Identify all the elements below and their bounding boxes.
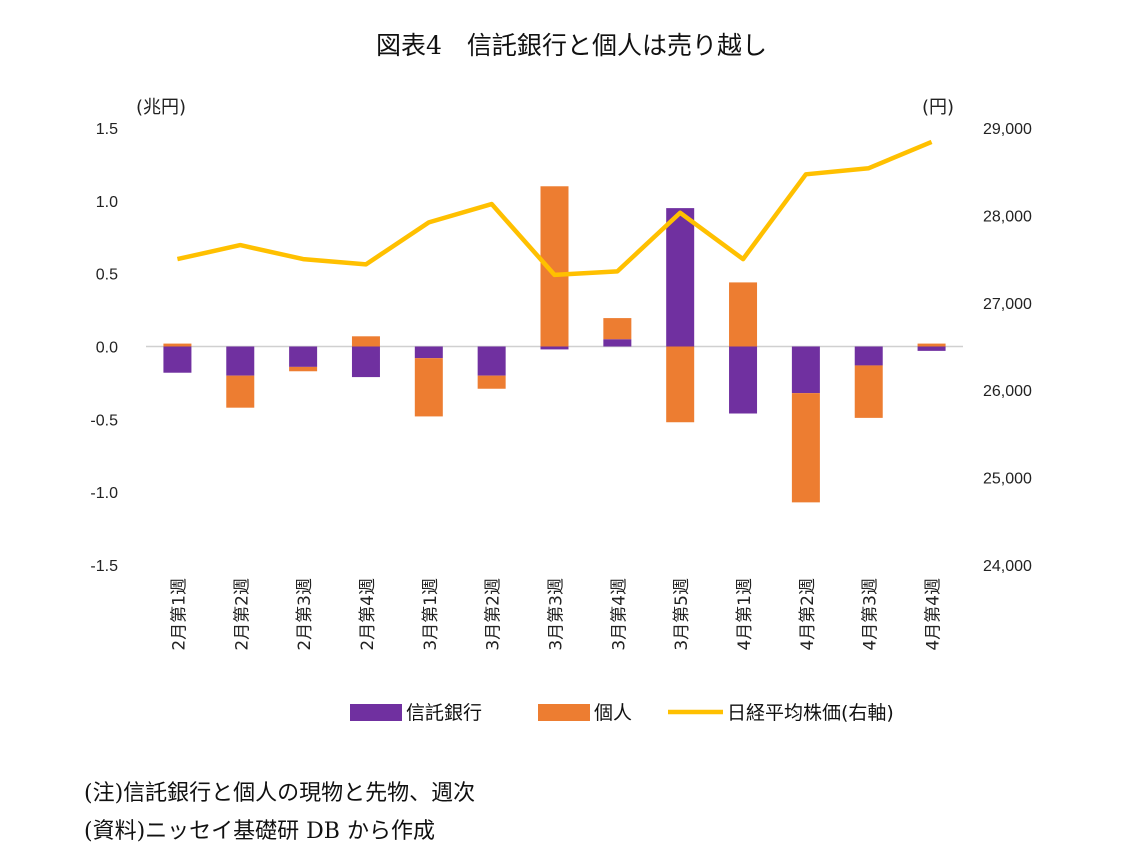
left-axis-tick: -1.5 bbox=[90, 558, 118, 575]
bar-individual bbox=[289, 366, 318, 372]
bar-trust-bank bbox=[163, 346, 192, 373]
bar-trust-bank bbox=[666, 208, 695, 347]
bar-individual bbox=[917, 343, 946, 347]
bar-individual bbox=[666, 346, 695, 423]
x-axis-label: 3月第5週 bbox=[672, 578, 692, 651]
x-axis-label: 3月第2週 bbox=[484, 578, 504, 651]
legend-label: 個人 bbox=[594, 702, 632, 724]
bar-individual bbox=[163, 343, 192, 347]
left-axis-tick: 1.5 bbox=[96, 121, 118, 138]
x-axis-label: 4月第4週 bbox=[924, 578, 944, 651]
legend-label: 日経平均株価(右軸) bbox=[727, 702, 894, 724]
note-text: (注)信託銀行と個人の現物と先物、週次 bbox=[84, 781, 476, 806]
bar-individual bbox=[791, 393, 820, 503]
right-axis-tick: 27,000 bbox=[983, 296, 1032, 313]
bar-individual bbox=[226, 375, 255, 408]
right-axis-tick: 26,000 bbox=[983, 383, 1032, 400]
left-axis-tick: -1.0 bbox=[90, 485, 118, 502]
bar-individual bbox=[477, 375, 506, 389]
bar-individual bbox=[729, 282, 758, 347]
x-axis-label: 2月第1週 bbox=[169, 578, 189, 651]
left-axis-tick: 0.0 bbox=[96, 340, 118, 357]
right-axis-unit: (円) bbox=[922, 97, 954, 118]
right-axis-tick: 25,000 bbox=[983, 471, 1032, 488]
legend-label: 信託銀行 bbox=[406, 702, 482, 724]
x-axis-label: 3月第4週 bbox=[609, 578, 629, 651]
x-axis-label: 2月第3週 bbox=[295, 578, 315, 651]
left-axis-tick: 1.0 bbox=[96, 194, 118, 211]
chart-title: 図表4 信託銀行と個人は売り越し bbox=[376, 31, 767, 60]
legend-swatch bbox=[538, 704, 590, 721]
bar-trust-bank bbox=[540, 346, 569, 350]
x-axis-label: 3月第3週 bbox=[547, 578, 567, 651]
bar-trust-bank bbox=[351, 346, 380, 378]
x-axis-label: 2月第4週 bbox=[358, 578, 378, 651]
bar-trust-bank bbox=[603, 339, 632, 347]
legend-swatch bbox=[350, 704, 402, 721]
x-axis-label: 4月第3週 bbox=[861, 578, 881, 651]
x-axis-label: 4月第2週 bbox=[798, 578, 818, 651]
bar-individual bbox=[854, 365, 883, 418]
bar-individual bbox=[351, 336, 380, 347]
x-axis-label: 2月第2週 bbox=[232, 578, 252, 651]
right-axis-tick: 29,000 bbox=[983, 121, 1032, 138]
bar-trust-bank bbox=[289, 346, 318, 367]
bar-trust-bank bbox=[729, 346, 758, 414]
source-text: (資料)ニッセイ基礎研 DB から作成 bbox=[84, 819, 435, 844]
right-axis-tick: 24,000 bbox=[983, 558, 1032, 575]
bar-trust-bank bbox=[791, 346, 820, 394]
left-axis-tick: -0.5 bbox=[90, 412, 118, 429]
bar-individual bbox=[414, 358, 443, 417]
left-axis-unit: (兆円) bbox=[136, 97, 186, 118]
left-axis-tick: 0.5 bbox=[96, 267, 118, 284]
bar-trust-bank bbox=[917, 346, 946, 351]
x-axis-label: 3月第1週 bbox=[421, 578, 441, 651]
bar-trust-bank bbox=[226, 346, 255, 376]
right-axis-tick: 28,000 bbox=[983, 208, 1032, 225]
bar-trust-bank bbox=[477, 346, 506, 376]
bar-individual bbox=[603, 318, 632, 340]
bar-trust-bank bbox=[854, 346, 883, 366]
bar-trust-bank bbox=[414, 346, 443, 359]
x-axis-label: 4月第1週 bbox=[735, 578, 755, 651]
